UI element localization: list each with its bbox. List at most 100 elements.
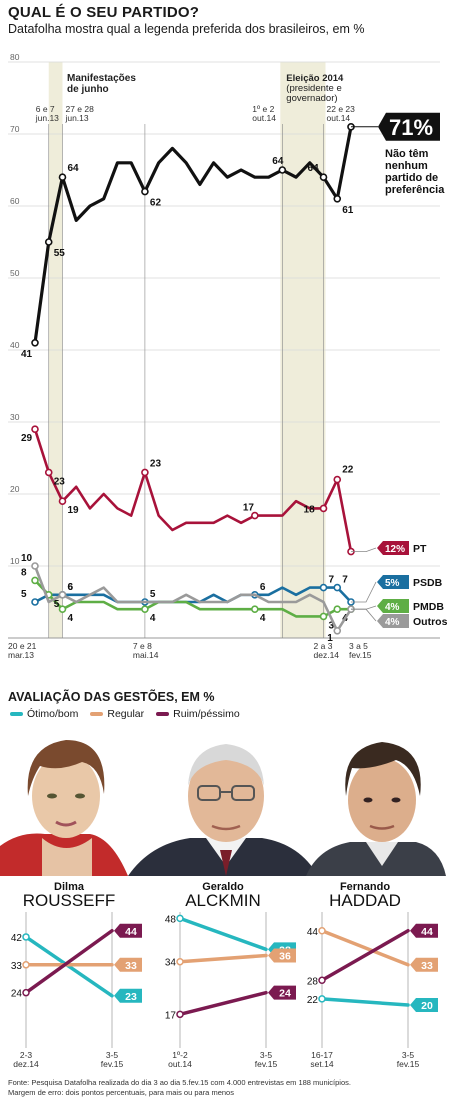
data-label: 64 xyxy=(308,163,320,174)
politician-first-name: Geraldo xyxy=(202,881,244,893)
data-point xyxy=(58,173,67,181)
data-point xyxy=(251,605,259,614)
data-point xyxy=(251,511,259,520)
legend-label: Ótimo/bom xyxy=(27,708,79,720)
rating-legend: Ótimo/bom Regular Ruim/péssimo xyxy=(10,708,240,720)
small-start-label: 28 xyxy=(307,976,319,987)
y-tick-label: 20 xyxy=(10,484,20,494)
data-point xyxy=(58,605,67,614)
legend-item-otimo: Ótimo/bom xyxy=(10,708,78,720)
small-series-line xyxy=(178,990,268,1017)
data-label: 61 xyxy=(342,205,354,216)
legend-swatch xyxy=(10,712,23,716)
portrait-dilma xyxy=(0,740,128,876)
politician-last-name: ALCKMIN xyxy=(185,891,261,910)
top-date-label: 1º e 2 xyxy=(252,104,274,114)
small-date-label: 2-3 xyxy=(20,1050,33,1060)
data-label: 6 xyxy=(67,582,73,593)
small-point-start xyxy=(176,914,184,923)
top-date-label: 6 e 7 xyxy=(36,104,55,114)
series-tag-name: PSDB xyxy=(413,577,443,589)
small-series-line xyxy=(320,997,410,1007)
legend-label: Regular xyxy=(107,708,145,720)
small-point-start xyxy=(318,995,326,1003)
data-label: 17 xyxy=(243,503,255,514)
series-tag-value: 4% xyxy=(385,617,400,628)
data-label: 29 xyxy=(21,433,33,444)
small-end-label: 33 xyxy=(421,960,433,972)
small-end-tag xyxy=(410,998,438,1013)
data-point xyxy=(333,195,342,203)
y-tick-label: 10 xyxy=(10,556,20,566)
section-title: AVALIAÇÃO DAS GESTÕES, EM % xyxy=(8,690,215,704)
small-point-start xyxy=(176,1010,184,1019)
legend-swatch xyxy=(90,712,104,716)
bottom-date-label: 3 a 5 xyxy=(349,641,368,651)
small-date-label: 1º-2 xyxy=(172,1050,188,1060)
small-date-label: set.14 xyxy=(310,1059,333,1069)
series-tag-name: Outros xyxy=(413,616,448,628)
data-label: 7 xyxy=(329,575,335,586)
small-date-label: 3-5 xyxy=(402,1050,415,1060)
small-point-start xyxy=(318,927,326,935)
small-end-label: 44 xyxy=(421,926,433,938)
data-label: 5 xyxy=(54,599,60,610)
small-end-tag xyxy=(114,988,142,1003)
bottom-date-label: mai.14 xyxy=(133,650,159,660)
data-label: 4 xyxy=(150,613,156,624)
page-title: QUAL É O SEU PARTIDO? xyxy=(8,4,200,21)
small-point-start xyxy=(22,933,30,941)
small-end-label: 20 xyxy=(421,1000,433,1012)
data-point xyxy=(319,612,328,621)
legend-item-ruim: Ruim/péssimo xyxy=(156,708,240,720)
series-line-pt xyxy=(33,428,353,552)
headline-text: nenhum xyxy=(385,160,428,172)
data-label: 55 xyxy=(54,248,66,259)
series-line-pmdb xyxy=(34,579,351,618)
data-point xyxy=(31,576,39,585)
y-tick-label: 50 xyxy=(10,268,20,278)
small-point-start xyxy=(22,961,30,969)
small-date-label: 3-5 xyxy=(260,1050,273,1060)
y-tick-label: 60 xyxy=(10,196,20,206)
small-date-label: 3-5 xyxy=(106,1050,119,1060)
portrait-haddad xyxy=(306,742,446,876)
small-point-start xyxy=(318,976,326,985)
annotation-election: Eleição 2014 xyxy=(286,73,344,84)
data-point xyxy=(333,583,342,592)
data-label: 22 xyxy=(342,465,354,476)
data-point xyxy=(278,166,287,174)
legend-swatch xyxy=(156,712,170,716)
small-date-label: out.14 xyxy=(168,1059,192,1069)
data-label: 7 xyxy=(342,575,348,586)
small-end-label: 33 xyxy=(125,960,137,972)
data-label: 5 xyxy=(150,589,156,600)
data-label: 8 xyxy=(21,567,27,578)
bottom-date-label: 20 e 21 xyxy=(8,641,37,651)
data-label: 4 xyxy=(67,613,73,624)
data-point xyxy=(141,468,149,477)
data-point xyxy=(44,238,53,246)
headline-text: preferência xyxy=(385,184,445,196)
small-date-label: fev.15 xyxy=(397,1059,420,1069)
small-end-tag xyxy=(114,923,142,938)
small-end-tag xyxy=(268,948,296,963)
headline-text: partido de xyxy=(385,172,438,184)
small-start-label: 42 xyxy=(11,933,23,944)
footer-margin: Margem de erro: dois pontos percentuais,… xyxy=(8,1088,234,1097)
small-end-label: 23 xyxy=(125,991,137,1003)
data-point xyxy=(58,590,67,599)
series-tag-name: PT xyxy=(413,543,427,555)
bottom-date-label: dez.14 xyxy=(314,650,340,660)
data-label: 10 xyxy=(21,553,33,564)
series-line-outros xyxy=(33,565,353,633)
top-date-label: 27 e 28 xyxy=(65,104,94,114)
small-start-label: 17 xyxy=(165,1010,177,1021)
small-date-label: fev.15 xyxy=(255,1059,278,1069)
series-tag xyxy=(377,575,409,589)
small-end-tag xyxy=(410,957,438,972)
y-tick-label: 30 xyxy=(10,412,20,422)
top-date-label: 22 e 23 xyxy=(327,104,356,114)
